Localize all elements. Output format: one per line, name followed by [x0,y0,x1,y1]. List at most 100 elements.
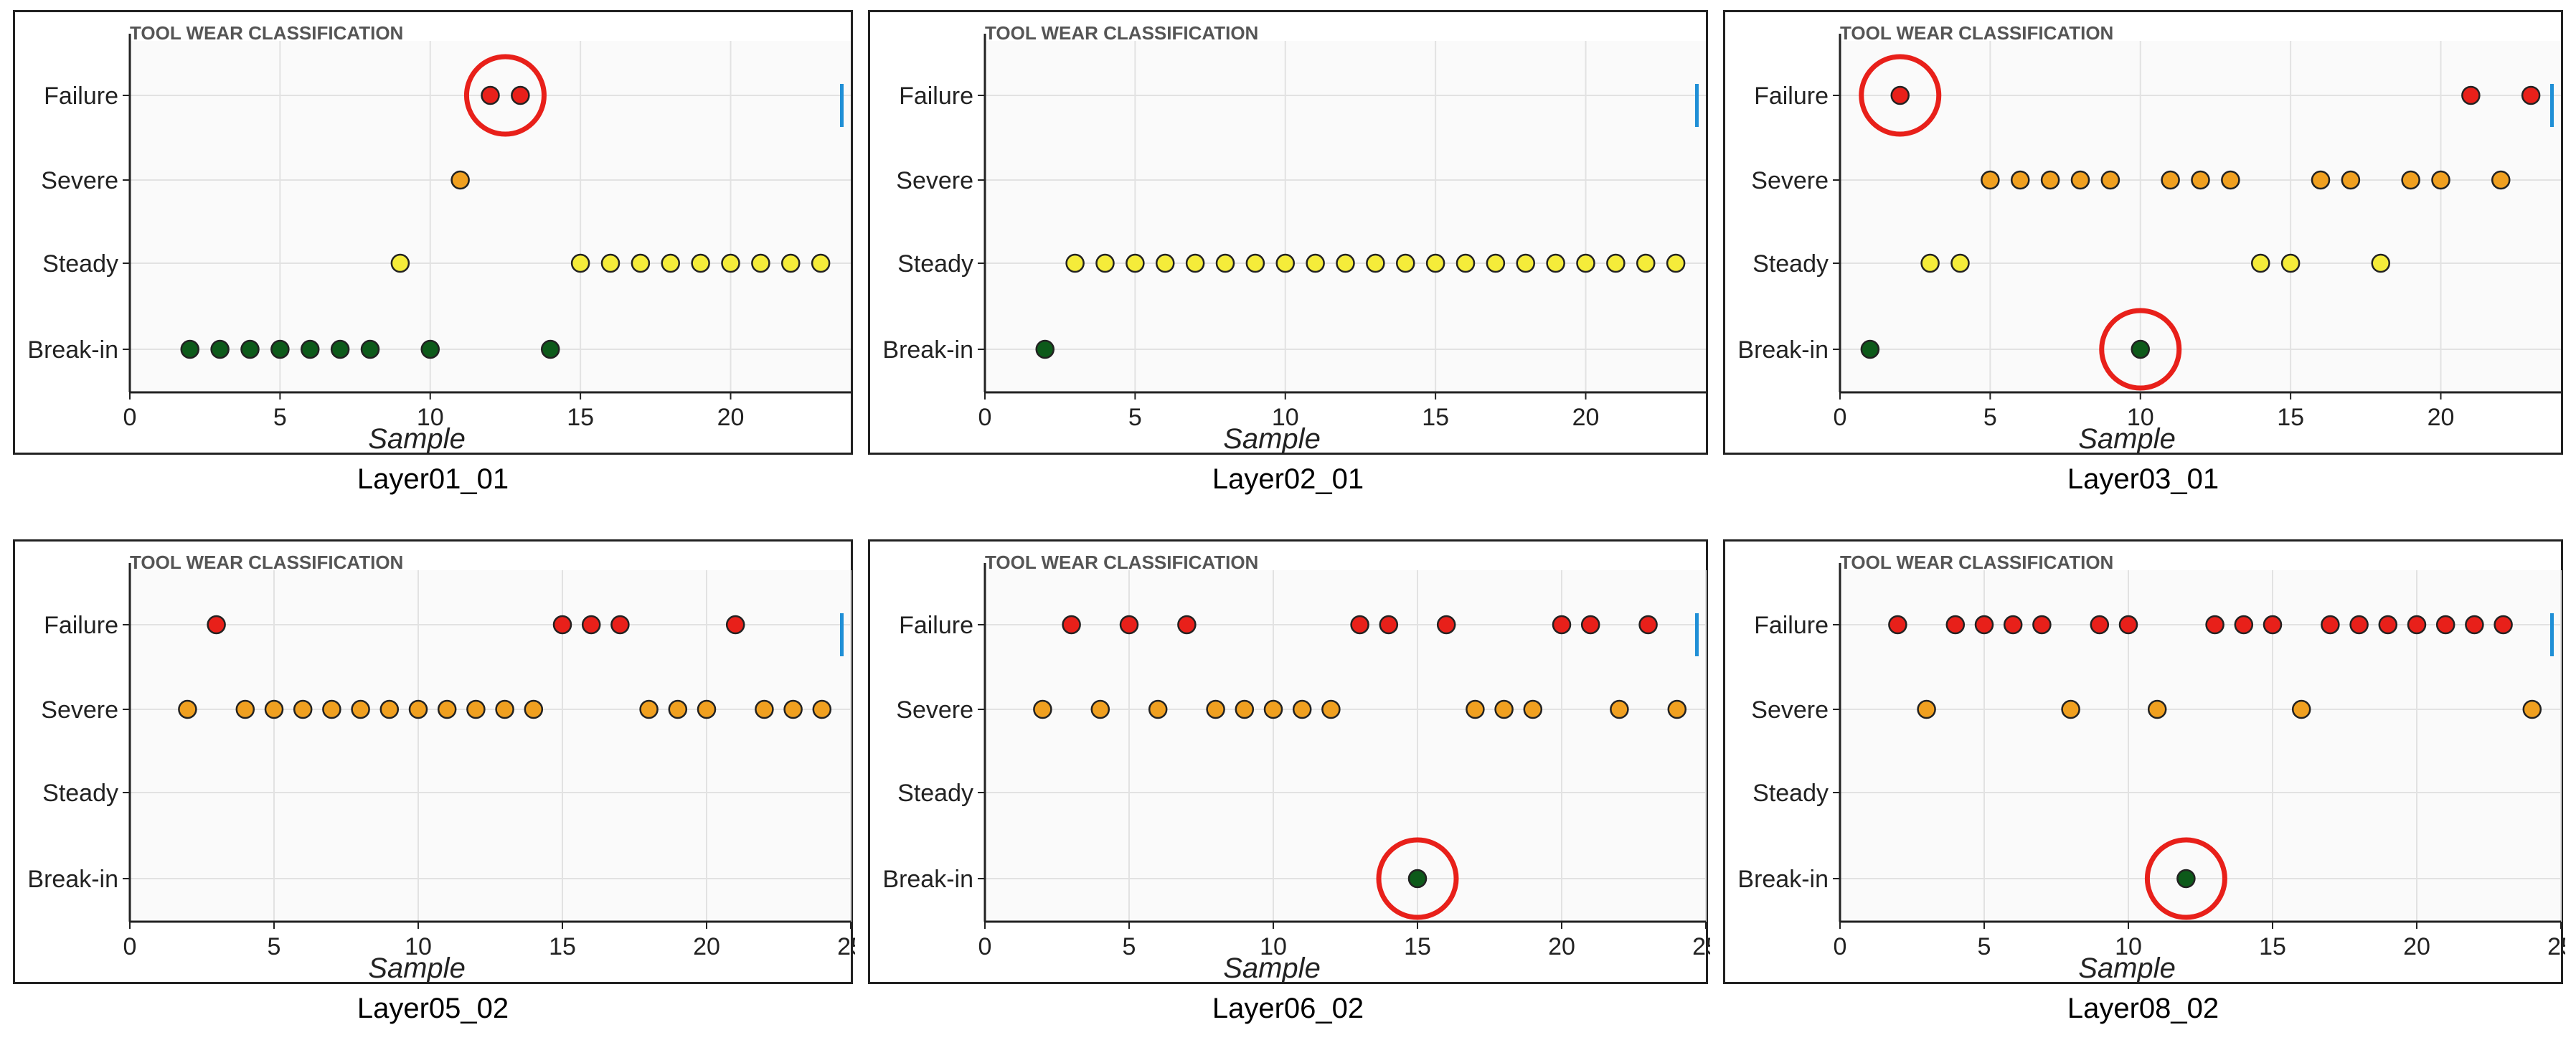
data-point [1035,339,1055,359]
data-point [1148,699,1168,719]
x-tick-label: 15 [1404,933,1431,960]
data-point [639,699,659,719]
x-tick-label: 10 [1272,404,1299,431]
y-tick-label: Break-in [1737,336,1829,364]
data-point [1321,699,1341,719]
data-point [1126,253,1145,273]
highlight-circle [1859,54,1942,137]
chart-title: TOOL WEAR CLASSIFICATION [130,552,403,573]
data-point [1156,253,1175,273]
data-point [2401,170,2420,190]
data-point [2291,699,2311,719]
data-point [1407,869,1428,889]
data-point [2118,615,2138,635]
data-point [721,253,740,273]
data-point [781,253,801,273]
data-point [1119,615,1139,635]
x-tick-label: 0 [978,933,992,960]
x-tick-label: 5 [1983,404,1997,431]
x-tick-label: 10 [2127,404,2154,431]
y-tick-label: Steady [897,780,973,807]
data-point [2461,85,2481,105]
data-point [1580,615,1600,635]
data-point [1275,253,1295,273]
y-tick-label: Severe [896,696,973,724]
data-point [1177,615,1197,635]
scroll-indicator [840,613,844,656]
y-tick-label: Severe [1751,696,1829,724]
chart-title: TOOL WEAR CLASSIFICATION [985,552,1258,573]
data-point [1610,699,1629,719]
data-point [1245,253,1265,273]
data-point [1436,615,1456,635]
data-point [783,699,803,719]
data-point [2465,615,2484,635]
chart-title: TOOL WEAR CLASSIFICATION [1840,552,2113,573]
data-point [668,699,688,719]
data-point [207,615,226,635]
data-point [1466,699,1485,719]
data-point [755,699,774,719]
data-point [2090,615,2110,635]
x-axis-label: Sample [2078,423,2176,455]
data-point [1546,253,1565,273]
scroll-indicator [2550,613,2554,656]
x-tick-label: 20 [2403,933,2430,960]
highlight-circle [1376,837,1459,920]
y-tick-label: Steady [1752,250,1829,278]
y-tick-label: Break-in [27,336,118,364]
data-point [1945,615,1966,635]
data-point [2234,615,2254,635]
x-tick-label: 15 [2277,404,2304,431]
highlight-circle [463,54,547,137]
x-tick-label: 20 [2428,404,2455,431]
x-axis-label: Sample [368,952,466,984]
data-point [1552,615,1572,635]
data-point [360,339,380,359]
highlight-circle [2099,308,2182,391]
data-point [725,615,745,635]
data-point [2321,615,2340,635]
data-point [2251,253,2270,273]
data-point [322,699,341,719]
chart-title: TOOL WEAR CLASSIFICATION [1840,22,2113,44]
data-point [2003,615,2023,635]
data-point [264,699,284,719]
x-tick-label: 0 [123,933,137,960]
data-point [2161,170,2180,190]
data-point [2280,253,2301,273]
x-tick-label: 10 [417,404,444,431]
data-point [408,699,428,719]
scroll-indicator [2550,84,2554,127]
data-point [697,699,717,719]
data-point [1523,699,1543,719]
scatter-chart: TOOL WEAR CLASSIFICATION Break-in Steady Se… [1737,552,2565,984]
data-point [2341,170,2361,190]
data-point [1090,699,1110,719]
data-point [1917,699,1936,719]
chart-frame: TOOL WEAR CLASSIFICATION Break-in Steady Se… [1723,539,2565,984]
chart-caption: Layer01_01 [357,463,509,495]
data-point [1235,699,1255,719]
data-point [1950,253,1970,273]
chart-caption: Layer03_01 [2067,463,2219,495]
data-point [1366,253,1385,273]
data-point [450,170,470,190]
data-point [1890,85,1910,105]
x-tick-label: 5 [1128,404,1142,431]
x-tick-label: 10 [405,933,432,960]
data-point [2311,170,2331,190]
y-tick-label: Failure [44,82,118,110]
x-tick-label: 15 [549,933,576,960]
x-tick-label: 5 [1978,933,1991,960]
y-tick-label: Severe [1751,167,1829,194]
data-point [210,339,230,359]
data-point [2032,615,2052,635]
data-point [1062,615,1081,635]
plot-area [1840,41,2561,392]
x-tick-label: 5 [273,404,287,431]
data-point [2100,170,2120,190]
x-tick-label: 10 [2115,933,2142,960]
data-point [1215,253,1235,273]
x-tick-label: 20 [693,933,720,960]
